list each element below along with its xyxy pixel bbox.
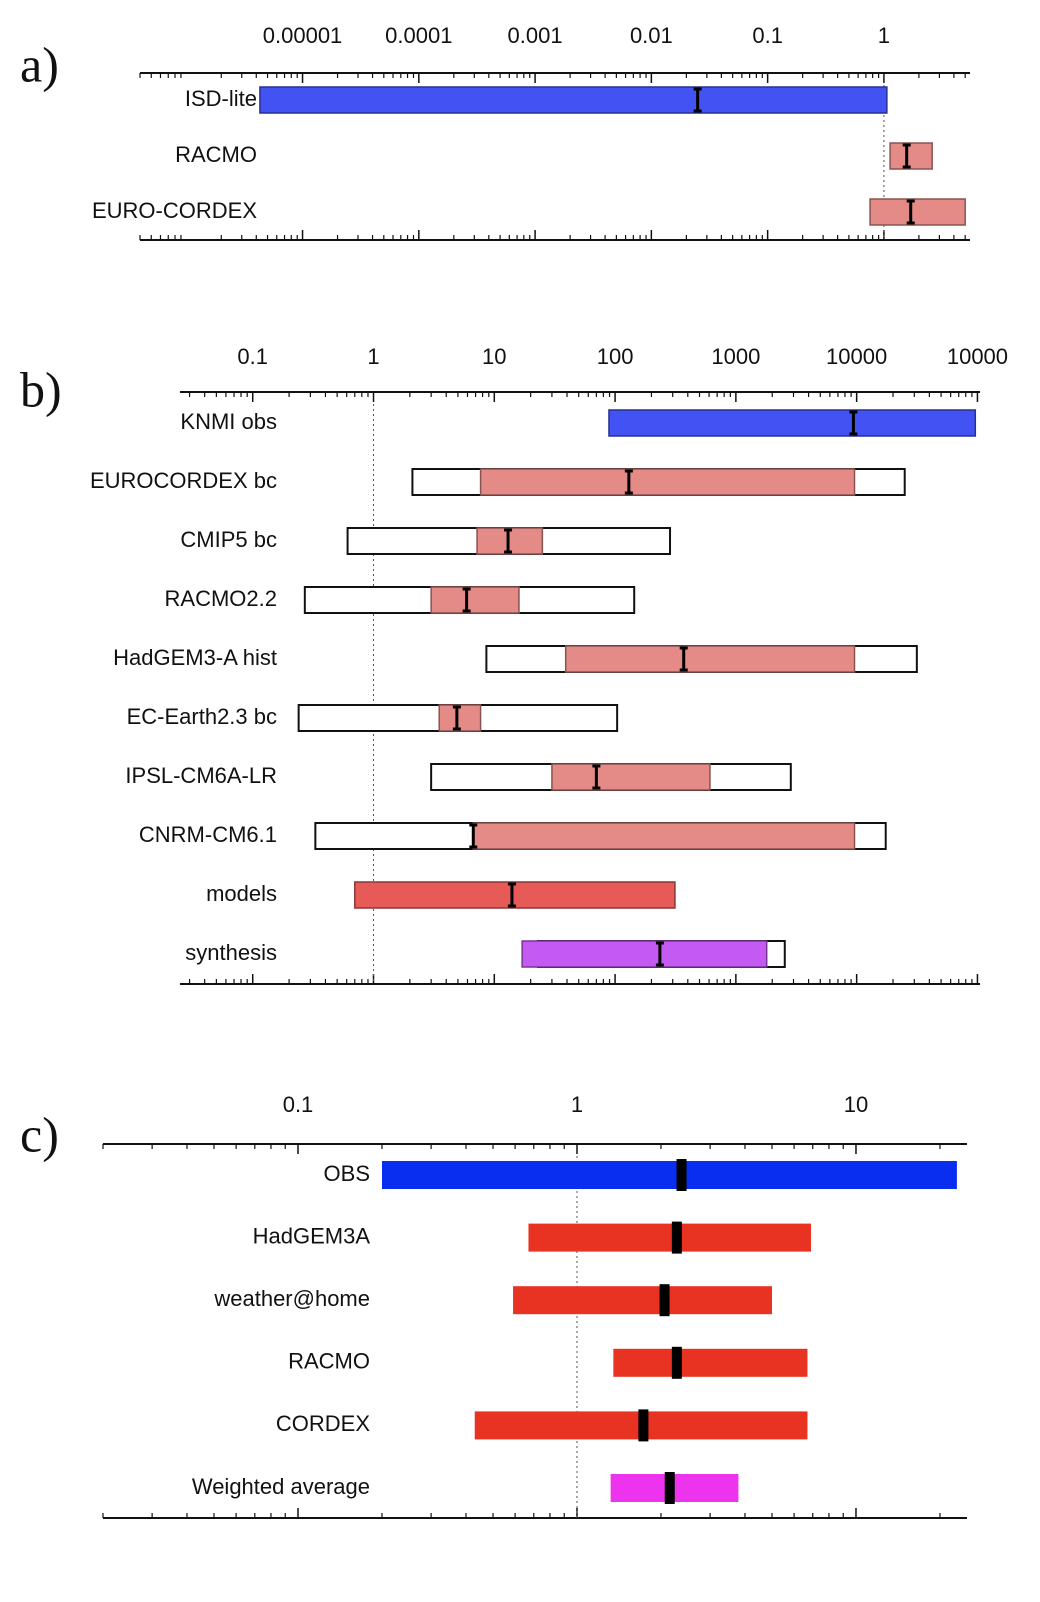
best-estimate	[676, 1159, 687, 1191]
range-bar	[564, 645, 856, 673]
x-tick-label: 0.0001	[385, 23, 452, 48]
x-tick-label: 10	[844, 1092, 868, 1117]
category-label: synthesis	[185, 940, 277, 965]
range-bar	[381, 1161, 957, 1189]
category-label: CMIP5 bc	[180, 527, 277, 552]
x-tick-label: 0.1	[237, 344, 268, 369]
range-bar	[438, 704, 482, 732]
range-bar	[521, 940, 768, 968]
x-tick-label: 0.1	[283, 1092, 314, 1117]
category-label: ISD-lite	[185, 86, 257, 111]
range-bar	[472, 822, 856, 850]
category-label: Weighted average	[192, 1474, 370, 1499]
range-bar	[869, 198, 966, 226]
best-estimate	[693, 87, 702, 113]
x-tick-label: 0.1	[752, 23, 783, 48]
best-estimate	[902, 143, 911, 169]
best-estimate	[462, 587, 471, 613]
x-tick-label: 0.01	[630, 23, 673, 48]
range-bar	[259, 86, 888, 114]
best-estimate	[469, 823, 478, 849]
range-bar	[476, 527, 544, 555]
best-estimate	[452, 705, 461, 731]
category-label: KNMI obs	[180, 409, 277, 434]
best-estimate	[655, 941, 664, 967]
category-label: CORDEX	[276, 1411, 370, 1436]
x-tick-label: 0.001	[508, 23, 563, 48]
range-bar	[889, 142, 933, 170]
best-estimate	[507, 882, 516, 908]
category-label: EUROCORDEX bc	[90, 468, 277, 493]
category-label: models	[206, 881, 277, 906]
best-estimate	[906, 199, 915, 225]
category-label: RACMO	[288, 1349, 370, 1374]
range-bar	[430, 586, 520, 614]
range-bar	[513, 1286, 772, 1315]
x-tick-label: 10000	[826, 344, 887, 369]
category-label: OBS	[324, 1161, 370, 1186]
range-bar	[479, 468, 856, 496]
x-tick-label: 1	[571, 1092, 583, 1117]
best-estimate	[638, 1409, 649, 1442]
category-label: CNRM-CM6.1	[139, 822, 277, 847]
range-bar	[613, 1348, 808, 1377]
x-tick-label: 100	[597, 344, 634, 369]
best-estimate	[849, 410, 858, 436]
category-label: IPSL-CM6A-LR	[125, 763, 277, 788]
best-estimate	[679, 646, 688, 672]
panel-label: c)	[20, 1106, 59, 1162]
range-bar	[608, 409, 977, 437]
x-tick-label: 1000	[711, 344, 760, 369]
category-label: EURO-CORDEX	[92, 198, 257, 223]
x-tick-label: 10	[482, 344, 506, 369]
range-bar	[354, 881, 676, 909]
best-estimate	[664, 1472, 675, 1504]
best-estimate	[624, 469, 633, 495]
category-label: RACMO2.2	[165, 586, 277, 611]
best-estimate	[592, 764, 601, 790]
range-bar	[528, 1223, 812, 1252]
best-estimate	[504, 528, 513, 554]
x-tick-label: 0.00001	[263, 23, 343, 48]
best-estimate	[671, 1221, 682, 1254]
x-tick-label: 1	[878, 23, 890, 48]
best-estimate	[659, 1284, 670, 1317]
category-label: weather@home	[213, 1286, 370, 1311]
panel-label: a)	[20, 36, 59, 92]
category-label: RACMO	[175, 142, 257, 167]
x-tick-label: 1	[367, 344, 379, 369]
panel-label: b)	[20, 361, 62, 417]
range-bar	[551, 763, 711, 791]
category-label: EC-Earth2.3 bc	[127, 704, 277, 729]
best-estimate	[671, 1346, 682, 1379]
category-label: HadGEM3A	[253, 1223, 371, 1248]
category-label: HadGEM3-A hist	[113, 645, 277, 670]
x-tick-label: 10000	[947, 344, 1008, 369]
